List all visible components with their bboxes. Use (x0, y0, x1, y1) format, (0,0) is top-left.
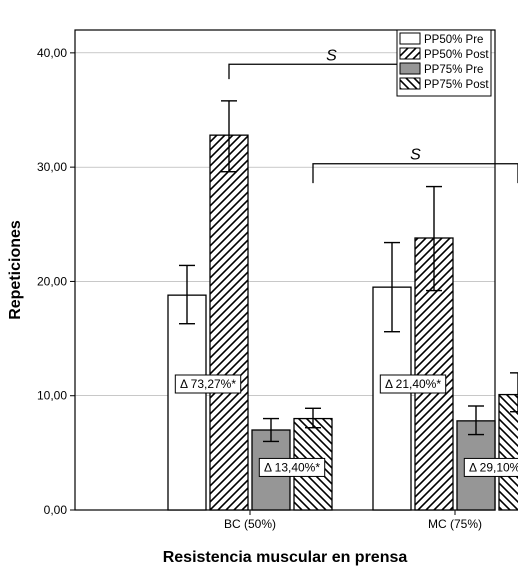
delta-label: Δ 21,40%* (385, 377, 441, 391)
y-tick-label: 20,00 (37, 274, 67, 288)
x-tick-label: BC (50%) (224, 517, 276, 531)
delta-label: Δ 13,40%* (264, 460, 320, 474)
legend-label: PP50% Post (424, 49, 489, 61)
y-axis-label: Repeticiones (7, 220, 24, 320)
x-tick-label: MC (75%) (428, 517, 482, 531)
sig-label: S (326, 47, 337, 64)
sig-label: S (410, 147, 421, 164)
legend-label: PP75% Pre (424, 64, 483, 76)
bar-chart: 0,00 10,00 20,00 30,00 40,00 BC (50%) MC (75%)… (0, 0, 518, 574)
y-tick-label: 10,00 (37, 389, 67, 403)
y-tick-label: 30,00 (37, 160, 67, 174)
x-axis-label: Resistencia muscular en prensa (163, 549, 408, 566)
bar-pp50pre (168, 295, 206, 510)
legend-label: PP50% Pre (424, 34, 483, 46)
y-tick-label: 40,00 (37, 46, 67, 60)
legend-swatch (400, 63, 420, 74)
y-tick-label: 0,00 (44, 503, 68, 517)
delta-label: Δ 73,27%* (180, 377, 236, 391)
legend-swatch (400, 33, 420, 44)
delta-label: Δ 29,10%* (469, 460, 518, 474)
legend-swatch (400, 78, 420, 89)
legend-label: PP75% Post (424, 79, 489, 91)
legend: PP50% Pre PP50% Post PP75% Pre PP75% Post (397, 30, 491, 96)
legend-swatch (400, 48, 420, 59)
bar-pp50post (210, 135, 248, 510)
